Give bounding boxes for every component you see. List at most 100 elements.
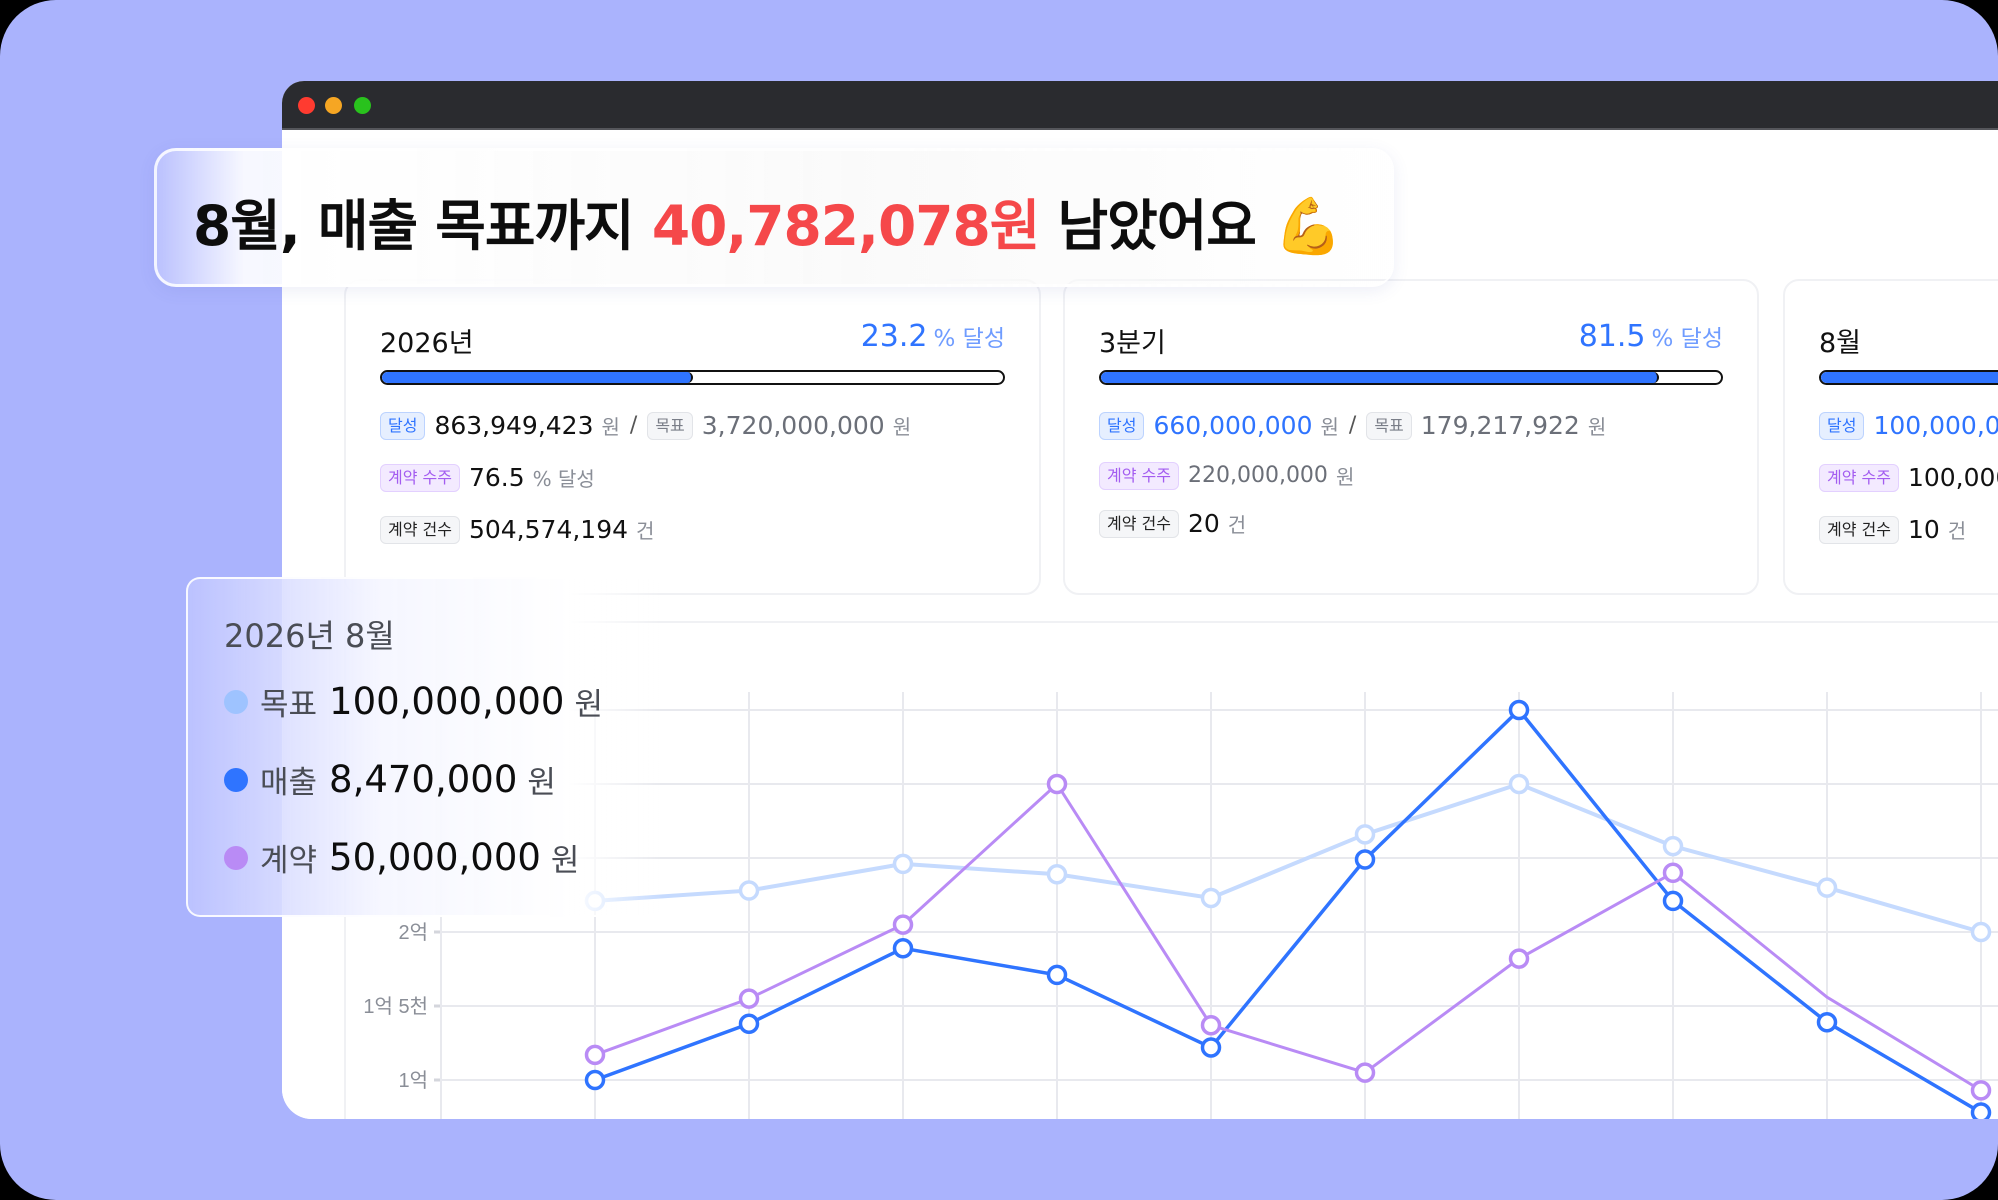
series-매출[interactable] [584,699,1992,1120]
contract-row: 계약 수주 76.5 % 달성 [380,463,595,492]
achieved-unit: 원 [1320,415,1339,439]
tooltip-value: 100,000,000 [329,680,565,723]
svg-text:1억 5천: 1억 5천 [363,995,428,1018]
maximize-window-icon[interactable] [354,97,371,114]
achieved-tag: 달성 [380,411,426,440]
headline-prefix: 8월, 매출 목표까지 [193,194,652,258]
data-point[interactable] [1354,849,1376,870]
progress-fill [1821,372,1998,383]
data-point[interactable] [738,1013,760,1035]
data-point[interactable] [1200,1014,1222,1036]
flexed-biceps-icon: 💪 [1274,194,1342,258]
divider-slash: / [629,413,638,438]
count-value: 20 [1187,509,1220,538]
data-point[interactable] [1508,699,1530,721]
data-point[interactable] [1970,921,1992,943]
svg-text:2억: 2억 [398,921,428,944]
tooltip-value: 8,470,000 [329,758,518,801]
legend-dot-icon [224,767,248,792]
progress-fill [382,372,693,383]
target-value: 179,217,922 [1420,411,1580,440]
data-point[interactable] [1046,864,1068,885]
achieved-unit: 원 [601,415,620,439]
target-tag: 목표 [647,411,693,440]
target-value: 3,720,000,000 [701,411,885,440]
summary-card-year[interactable]: 2026년 23.2% 달성 달성 863,949,423 원 / 목표 3,7… [344,279,1041,595]
card-title: 3분기 [1099,328,1166,359]
data-point[interactable] [584,1069,606,1091]
line-chart[interactable]: 1억 1억 5천 2억 [346,623,1998,1119]
data-point[interactable] [1508,773,1530,795]
achieved-value: 100,000,000 [1873,411,1998,440]
contract-tag: 계약 수주 [380,463,460,492]
close-window-icon[interactable] [298,97,315,114]
summary-card-month[interactable]: 8월 달성 100,000,000 계약 수주 100,000,000 계약 건… [1783,279,1998,595]
data-point[interactable] [1200,1037,1222,1058]
achieved-tag: 달성 [1819,411,1865,440]
count-tag: 계약 건수 [380,515,460,544]
headline-banner: 8월, 매출 목표까지 40,782,078원 남았어요 💪 [154,148,1394,287]
data-point[interactable] [1046,773,1068,795]
tooltip-row-sales: 매출 8,470,000 원 [224,757,556,802]
headline-text: 8월, 매출 목표까지 40,782,078원 남았어요 💪 [193,181,1343,261]
data-point[interactable] [1354,824,1376,845]
count-row: 계약 건수 504,574,194 건 [380,515,654,544]
data-point[interactable] [1662,835,1684,857]
count-tag: 계약 건수 [1819,515,1899,544]
count-row: 계약 건수 20 건 [1099,509,1246,538]
summary-card-quarter[interactable]: 3분기 81.5% 달성 달성 660,000,000 원 / 목표 179,2… [1063,279,1759,595]
contract-unit: 원 [1335,465,1355,489]
series-계약[interactable] [584,773,1992,1101]
tooltip-unit: 원 [527,765,556,801]
contract-row: 계약 수주 100,000,000 [1819,463,1998,492]
target-tag: 목표 [1366,411,1412,440]
progress-bar [1819,370,1998,385]
achievement-rate: 81.5% 달성 [1579,319,1723,354]
data-point[interactable] [1200,887,1222,909]
progress-bar [1099,370,1723,385]
data-point[interactable] [1970,1080,1992,1101]
data-point[interactable] [1354,1062,1376,1083]
achieved-value: 863,949,423 [434,411,594,440]
chart-tooltip: 2026년 8월 목표 100,000,000 원 매출 8,470,000 원… [186,577,664,917]
data-point[interactable] [1816,1012,1838,1033]
tooltip-label: 목표 [260,687,318,723]
data-point[interactable] [1970,1102,1992,1119]
data-point[interactable] [584,1044,606,1066]
contract-tag: 계약 수주 [1819,463,1899,492]
achievement-rate: 23.2% 달성 [861,319,1005,354]
count-unit: 건 [1947,519,1967,543]
rate-unit: % 달성 [1651,326,1724,352]
data-point[interactable] [1662,862,1684,884]
data-point[interactable] [892,853,914,875]
tooltip-value: 50,000,000 [329,836,541,879]
remaining-amount: 40,782,078원 [651,194,1041,258]
contract-value: 220,000,000 [1187,463,1328,488]
target-unit: 원 [1587,415,1607,439]
data-point[interactable] [1046,964,1068,986]
data-point[interactable] [1662,890,1684,912]
card-title: 8월 [1819,328,1862,359]
count-value: 10 [1907,515,1940,544]
target-unit: 원 [892,415,912,439]
data-point[interactable] [738,880,760,901]
data-point[interactable] [1816,877,1838,898]
browser-titlebar [282,81,1998,130]
tooltip-unit: 원 [574,687,603,723]
progress-bar [380,370,1005,385]
headline-suffix: 남았어요 [1039,194,1275,258]
tooltip-row-contract: 계약 50,000,000 원 [224,835,579,880]
contract-tag: 계약 수주 [1099,461,1179,490]
divider-slash: / [1348,413,1357,438]
minimize-window-icon[interactable] [325,97,342,114]
contract-value: 100,000,000 [1907,463,1998,492]
data-point[interactable] [738,988,760,1009]
count-row: 계약 건수 10 건 [1819,515,1966,544]
tooltip-label: 매출 [260,765,318,801]
tooltip-title: 2026년 8월 [224,617,395,655]
data-point[interactable] [892,938,914,959]
rate-value: 23.2 [860,319,928,354]
data-point[interactable] [892,914,914,935]
data-point[interactable] [1508,948,1530,969]
